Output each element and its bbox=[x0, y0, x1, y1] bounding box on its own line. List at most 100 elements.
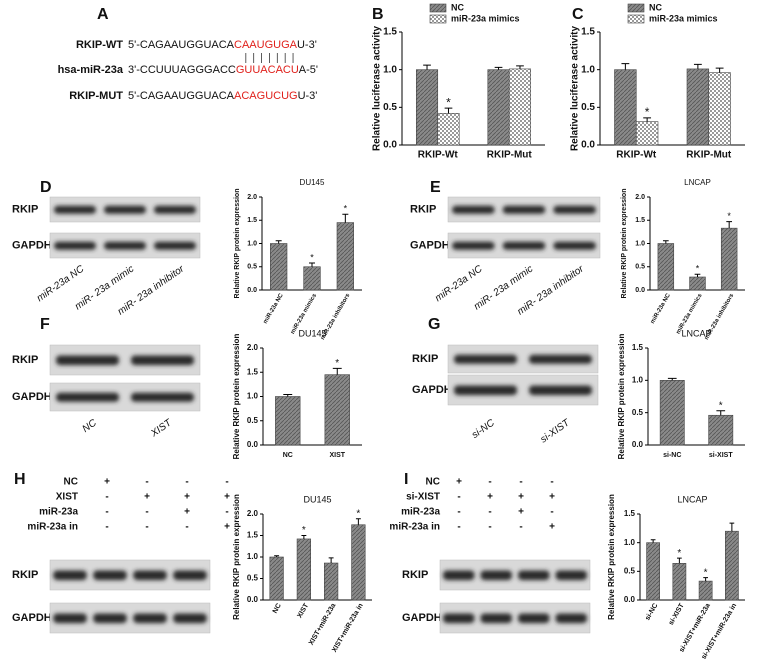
sequence: 3'-CCUUUAGGGACCGUUACACUA-5' bbox=[128, 64, 318, 76]
y-tick-label: 2.0 bbox=[247, 343, 259, 352]
bar bbox=[437, 113, 460, 146]
y-tick-label: 0.0 bbox=[624, 595, 636, 604]
legend-label: miR-23a mimics bbox=[451, 13, 520, 23]
treatment-sign: + bbox=[104, 477, 110, 488]
bar bbox=[269, 556, 284, 601]
blot-band bbox=[154, 241, 196, 250]
treatment-label: si-XIST bbox=[406, 492, 440, 503]
treatment-sign: - bbox=[488, 507, 491, 518]
error-bar bbox=[309, 262, 315, 267]
error-bar bbox=[703, 577, 708, 582]
error-bar bbox=[283, 394, 293, 397]
treatment-sign: - bbox=[105, 507, 108, 518]
sequence-suffix: U-3' bbox=[298, 90, 318, 102]
error-bar bbox=[726, 221, 733, 229]
x-tick-label: RKIP-Wt bbox=[616, 150, 657, 161]
bar bbox=[324, 374, 350, 446]
y-axis-label: Relative RKIP protein expression bbox=[607, 494, 616, 620]
treatment-label: miR-23a bbox=[39, 507, 78, 518]
y-tick-label: 2.0 bbox=[635, 194, 645, 201]
blot-band bbox=[56, 392, 119, 402]
y-tick-label: 1.5 bbox=[632, 343, 644, 352]
x-tick-label: NC bbox=[272, 602, 283, 614]
blot-band bbox=[93, 613, 127, 624]
blot-band bbox=[154, 205, 196, 214]
blot-row-label: GAPDH bbox=[410, 239, 450, 251]
blot-row-label: GAPDH bbox=[402, 612, 442, 624]
chart-title: LNCAP bbox=[677, 494, 707, 504]
y-axis-label: Relative RKIP protein expression bbox=[617, 334, 626, 460]
blot-band bbox=[54, 205, 96, 214]
blot-band bbox=[443, 613, 475, 624]
legend-label: NC bbox=[451, 2, 464, 12]
blot-band bbox=[480, 613, 512, 624]
x-tick-label: si-NC bbox=[644, 602, 659, 621]
legend-label: NC bbox=[649, 2, 662, 12]
error-bar bbox=[516, 65, 524, 69]
sequence-label: RKIP-WT bbox=[76, 39, 123, 51]
treatment-sign: - bbox=[550, 477, 553, 488]
treatment-sign: - bbox=[457, 507, 460, 518]
x-tick-label: si-XIST bbox=[709, 452, 733, 459]
bar bbox=[635, 121, 659, 146]
y-tick-label: 1.5 bbox=[247, 367, 259, 376]
y-tick-label: 1.0 bbox=[247, 392, 259, 401]
significance-mark: * bbox=[302, 525, 306, 536]
y-tick-label: 1.0 bbox=[247, 240, 257, 247]
treatment-sign: - bbox=[225, 477, 228, 488]
blot-row-label: RKIP bbox=[12, 354, 38, 366]
x-tick-label: XIST bbox=[329, 452, 345, 459]
x-tick-label: miR-23a NC bbox=[650, 292, 672, 325]
blot-band bbox=[529, 354, 592, 364]
panel-label: F bbox=[40, 316, 50, 333]
treatment-label: NC bbox=[64, 477, 78, 488]
blot-row-label: RKIP bbox=[402, 569, 428, 581]
error-bar bbox=[275, 240, 282, 244]
sequence-prefix: 5'-CAGAAUGGUACA bbox=[128, 39, 235, 51]
panel-label: A bbox=[97, 6, 109, 23]
legend-swatch bbox=[627, 14, 645, 24]
blot-band bbox=[553, 205, 596, 214]
blot-band bbox=[452, 241, 495, 250]
x-tick-label: miR-23a NC bbox=[263, 292, 285, 325]
legend-swatch bbox=[429, 3, 447, 13]
blot-band bbox=[54, 241, 96, 250]
treatment-sign: + bbox=[518, 492, 524, 503]
blot-band bbox=[131, 355, 194, 366]
error-bar bbox=[332, 367, 342, 375]
sequence-prefix: 3'-CCUUUAGGGACC bbox=[128, 64, 236, 76]
error-bar bbox=[716, 410, 726, 416]
y-tick-label: 1.0 bbox=[247, 552, 259, 561]
chart-title: DU145 bbox=[303, 494, 331, 504]
treatment-sign: - bbox=[105, 522, 108, 533]
blot-band bbox=[529, 385, 592, 396]
legend-swatch bbox=[429, 14, 447, 24]
significance-mark: * bbox=[310, 252, 314, 262]
error-bar bbox=[355, 518, 361, 525]
y-tick-label: 1.5 bbox=[635, 217, 645, 224]
y-tick-label: 0.0 bbox=[581, 140, 595, 151]
bar bbox=[686, 68, 710, 146]
y-axis-label: Relative RKIP protein expression bbox=[232, 494, 241, 620]
significance-mark: * bbox=[704, 567, 708, 578]
blot-band bbox=[555, 613, 587, 624]
error-bar bbox=[693, 63, 702, 69]
bar bbox=[275, 396, 301, 446]
lane-label: NC bbox=[81, 417, 100, 435]
y-axis-label: Relative luciferase activity bbox=[570, 26, 581, 152]
x-tick-label: si-NC bbox=[663, 452, 681, 459]
y-axis-label: Relative RKIP protein expression bbox=[234, 189, 241, 299]
blot-row-label: GAPDH bbox=[12, 612, 52, 624]
treatment-label: miR-23a in bbox=[27, 522, 78, 533]
significance-mark: * bbox=[645, 105, 650, 119]
bar bbox=[646, 542, 660, 601]
bar bbox=[689, 276, 706, 291]
panel-label: C bbox=[572, 6, 584, 23]
y-tick-label: 1.5 bbox=[624, 509, 636, 518]
y-tick-label: 0.5 bbox=[247, 264, 257, 271]
treatment-sign: + bbox=[487, 492, 493, 503]
sequence-site: CAAUGUGA bbox=[234, 39, 298, 51]
y-tick-label: 1.5 bbox=[247, 531, 259, 540]
lane-label: XIST bbox=[148, 417, 174, 440]
sequence-label: RKIP-MUT bbox=[69, 90, 123, 102]
